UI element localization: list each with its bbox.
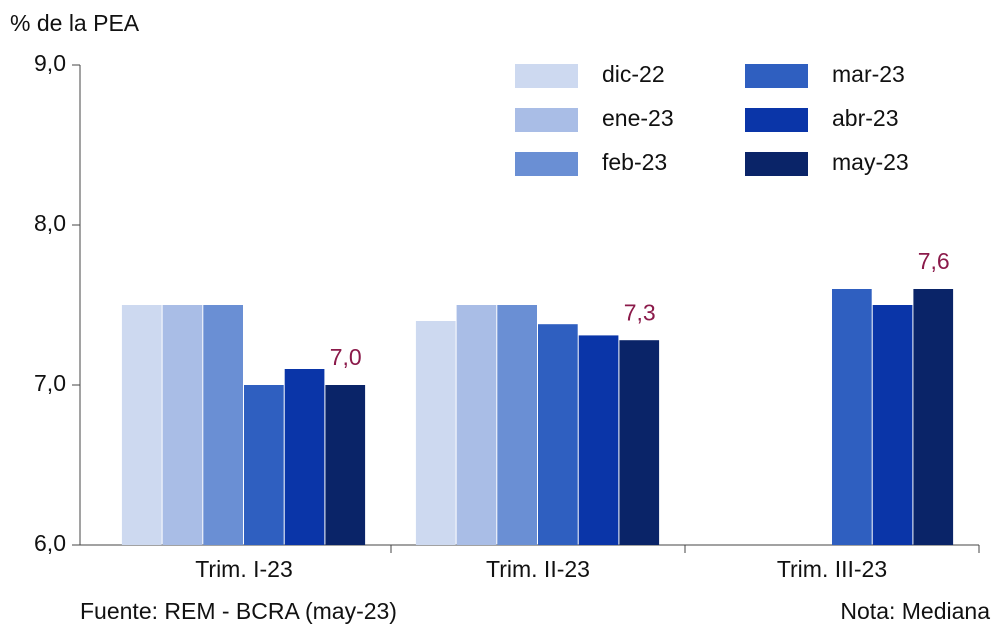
bar: [456, 305, 497, 545]
bar: [497, 305, 537, 545]
value-label: 7,0: [330, 344, 362, 370]
bar: [244, 385, 284, 545]
bar: [578, 335, 619, 545]
bar: [415, 321, 456, 545]
bar: [121, 305, 162, 545]
y-tick-label: 7,0: [34, 370, 66, 396]
bar: [284, 369, 325, 545]
legend-label: dic-22: [602, 61, 665, 87]
y-tick-label: 9,0: [34, 50, 66, 76]
bar: [325, 385, 366, 545]
legend-label: abr-23: [832, 105, 898, 131]
bar: [913, 289, 954, 545]
bar: [538, 324, 578, 545]
bar: [619, 340, 660, 545]
legend-swatch: [745, 108, 808, 132]
bar: [832, 289, 872, 545]
value-label: 7,6: [918, 248, 950, 274]
y-axis-label: % de la PEA: [10, 10, 140, 36]
bar: [203, 305, 243, 545]
y-tick-label: 6,0: [34, 530, 66, 556]
legend-label: mar-23: [832, 61, 905, 87]
source: Fuente: REM - BCRA (may-23): [80, 598, 397, 624]
legend-swatch: [745, 64, 808, 88]
legend-swatch: [515, 64, 578, 88]
legend-label: ene-23: [602, 105, 674, 131]
legend-swatch: [515, 152, 578, 176]
legend-label: may-23: [832, 149, 909, 175]
legend-label: feb-23: [602, 149, 667, 175]
x-tick-label: Trim. I-23: [195, 556, 293, 582]
bar: [162, 305, 203, 545]
bar: [872, 305, 913, 545]
legend-swatch: [745, 152, 808, 176]
x-tick-label: Trim. III-23: [777, 556, 887, 582]
note: Nota: Mediana: [840, 598, 990, 624]
legend-swatch: [515, 108, 578, 132]
x-tick-label: Trim. II-23: [486, 556, 590, 582]
value-label: 7,3: [624, 299, 656, 325]
y-tick-label: 8,0: [34, 210, 66, 236]
